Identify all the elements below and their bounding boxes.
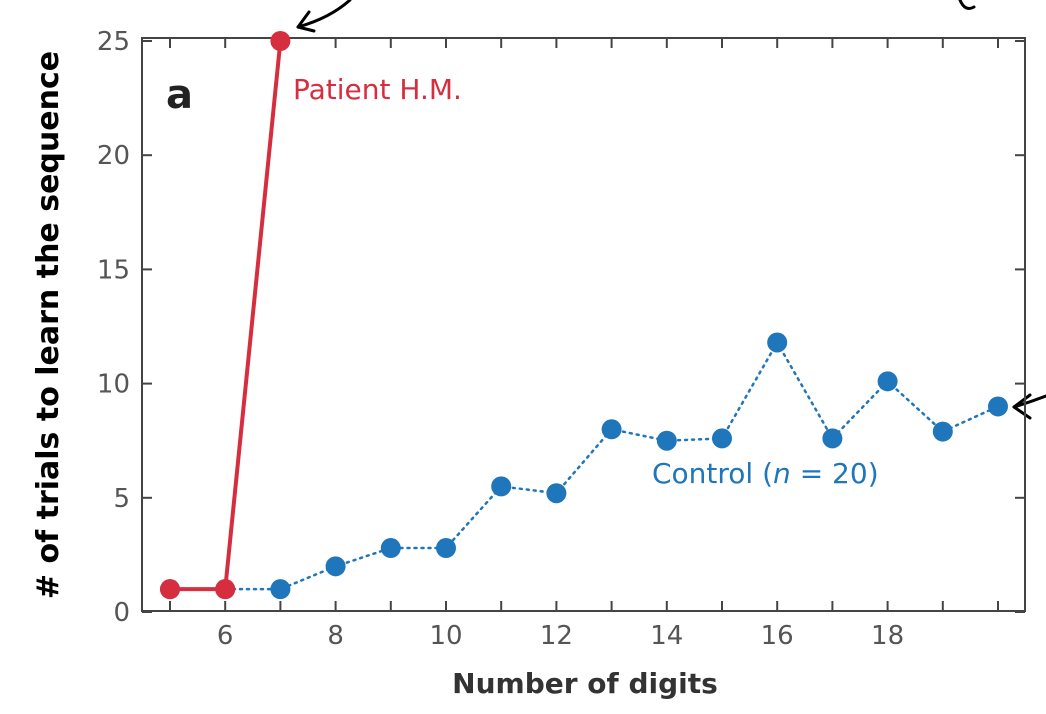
- point-control-18: [877, 371, 898, 392]
- point-patient-6: [215, 579, 236, 600]
- point-control-7: [270, 579, 291, 600]
- series-line-patient: [170, 40, 283, 592]
- tick-labels: 6 8 10 12 14 16 18 0 5 10 15 20 25: [97, 27, 904, 651]
- point-control-20: [988, 396, 1008, 417]
- panel-letter: a: [166, 72, 193, 118]
- series-lines: [168, 40, 1000, 592]
- annotation-arrow-top: [296, 0, 352, 29]
- y-axis-title: # of trials to learn the sequence: [31, 51, 66, 599]
- y-tick-label-5: 5: [113, 484, 130, 514]
- y-tick-label-25: 25: [97, 27, 130, 57]
- annotation-arrow-right-head: [1012, 393, 1032, 420]
- y-tick-label-10: 10: [97, 370, 130, 400]
- point-control-19: [932, 421, 953, 442]
- x-tick-label-14: 14: [650, 621, 683, 651]
- point-control-13: [601, 419, 622, 440]
- point-control-10: [436, 538, 456, 559]
- axis-ticks: [142, 38, 1025, 613]
- point-control-17: [822, 428, 843, 449]
- x-axis-title: Number of digits: [452, 667, 718, 700]
- series-label-control-n: n: [773, 457, 791, 490]
- point-control-14: [656, 430, 677, 451]
- y-tick-label-15: 15: [97, 255, 130, 285]
- point-control-9: [380, 538, 401, 559]
- series-label-control: Control (n = 20): [652, 457, 879, 490]
- series-points: [160, 31, 1008, 600]
- x-tick-label-18: 18: [871, 621, 904, 651]
- x-tick-label-16: 16: [761, 621, 794, 651]
- x-tick-label-10: 10: [429, 621, 462, 651]
- x-tick-label-8: 8: [327, 621, 344, 651]
- series-label-control-eq: = 20): [791, 457, 879, 490]
- annotation-arrow-right: [1012, 394, 1046, 409]
- series-label-patient: Patient H.M.: [293, 73, 462, 106]
- plot-frame: [141, 37, 1026, 612]
- point-control-12: [546, 483, 567, 504]
- point-control-16: [767, 332, 788, 353]
- annotation-arrow-top-head: [296, 10, 316, 33]
- y-tick-label-0: 0: [113, 598, 130, 628]
- point-patient-7: [270, 31, 291, 51]
- x-tick-label-6: 6: [217, 621, 234, 651]
- point-control-11: [491, 476, 512, 497]
- annotation-mark-top-right: [958, 0, 976, 10]
- series-label-control-prefix: Control (: [652, 457, 773, 490]
- point-control-15: [712, 428, 732, 449]
- series-line-control: [168, 339, 1000, 591]
- point-patient-5: [160, 579, 180, 600]
- y-tick-label-20: 20: [97, 141, 130, 171]
- point-control-8: [325, 556, 346, 577]
- x-tick-label-12: 12: [540, 621, 573, 651]
